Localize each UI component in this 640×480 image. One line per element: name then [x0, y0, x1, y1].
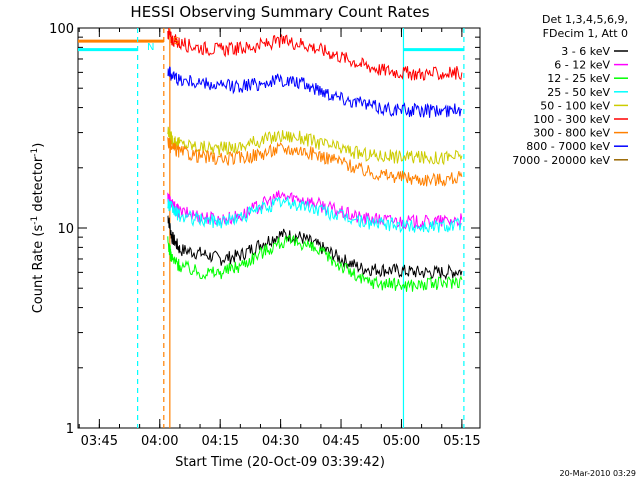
timestamp-footer: 20-Mar-2010 03:29 — [560, 469, 637, 478]
y-axis-label-main: Count Rate (s — [31, 225, 46, 314]
series-line — [167, 196, 462, 234]
legend-entry-label: 800 - 7000 keV — [526, 140, 610, 153]
axis-layer: 1 10 100 03:45 04:00 04:15 04:30 04:45 05:00 05:1… — [49, 22, 480, 449]
chart-title: HESSI Observing Summary Count Rates — [130, 3, 429, 21]
legend-entry-label: 12 - 25 keV — [547, 72, 610, 85]
vlines-layer — [137, 28, 465, 428]
legend-entry-label: 7000 - 20000 keV — [512, 154, 610, 167]
y-axis-label-end: ) — [31, 143, 46, 148]
y-axis-label: Count Rate (s-1 detector-1) — [30, 143, 46, 314]
x-tick-label: 05:00 — [383, 434, 420, 449]
flags-layer — [78, 39, 464, 52]
saa-marker-label: S — [173, 36, 179, 47]
legend-header-decimation: FDecim 1, Att 0 — [543, 27, 628, 40]
legend-entry-label: 300 - 800 keV — [533, 127, 610, 140]
y-tick-label: 10 — [57, 222, 74, 237]
y-axis-label-exp2: -1 — [30, 148, 40, 157]
legend: Det 1,3,4,5,6,9, FDecim 1, Att 0 3 - 6 k… — [512, 13, 628, 167]
x-tick-label: 04:15 — [201, 434, 238, 449]
series-line — [167, 190, 463, 231]
legend-entry-label: 6 - 12 keV — [554, 59, 610, 72]
y-axis-label-mid: detector — [31, 156, 46, 216]
legend-entry-label: 50 - 100 keV — [540, 99, 610, 112]
series-line — [167, 235, 463, 292]
series-line — [167, 126, 463, 166]
y-tick-label: 1 — [66, 422, 74, 437]
series-line — [167, 66, 463, 118]
legend-entry-label: 25 - 50 keV — [547, 86, 610, 99]
series-line — [167, 215, 463, 281]
series-line — [167, 137, 463, 187]
y-axis-label-exp1: -1 — [30, 216, 40, 225]
series-line — [167, 27, 463, 81]
x-tick-label: 05:15 — [443, 434, 480, 449]
y-tick-label: 100 — [49, 22, 74, 37]
x-tick-label: 04:00 — [141, 434, 178, 449]
x-tick-label: 04:45 — [322, 434, 359, 449]
series-layer — [167, 27, 463, 292]
x-tick-label: 03:45 — [81, 434, 118, 449]
legend-header-detectors: Det 1,3,4,5,6,9, — [542, 13, 628, 26]
x-axis-label: Start Time (20-Oct-09 03:39:42) — [175, 455, 385, 470]
night-marker-label: N — [147, 42, 154, 53]
legend-entry-label: 100 - 300 keV — [533, 113, 610, 126]
x-tick-label: 04:30 — [262, 434, 299, 449]
legend-entry-label: 3 - 6 keV — [561, 45, 610, 58]
